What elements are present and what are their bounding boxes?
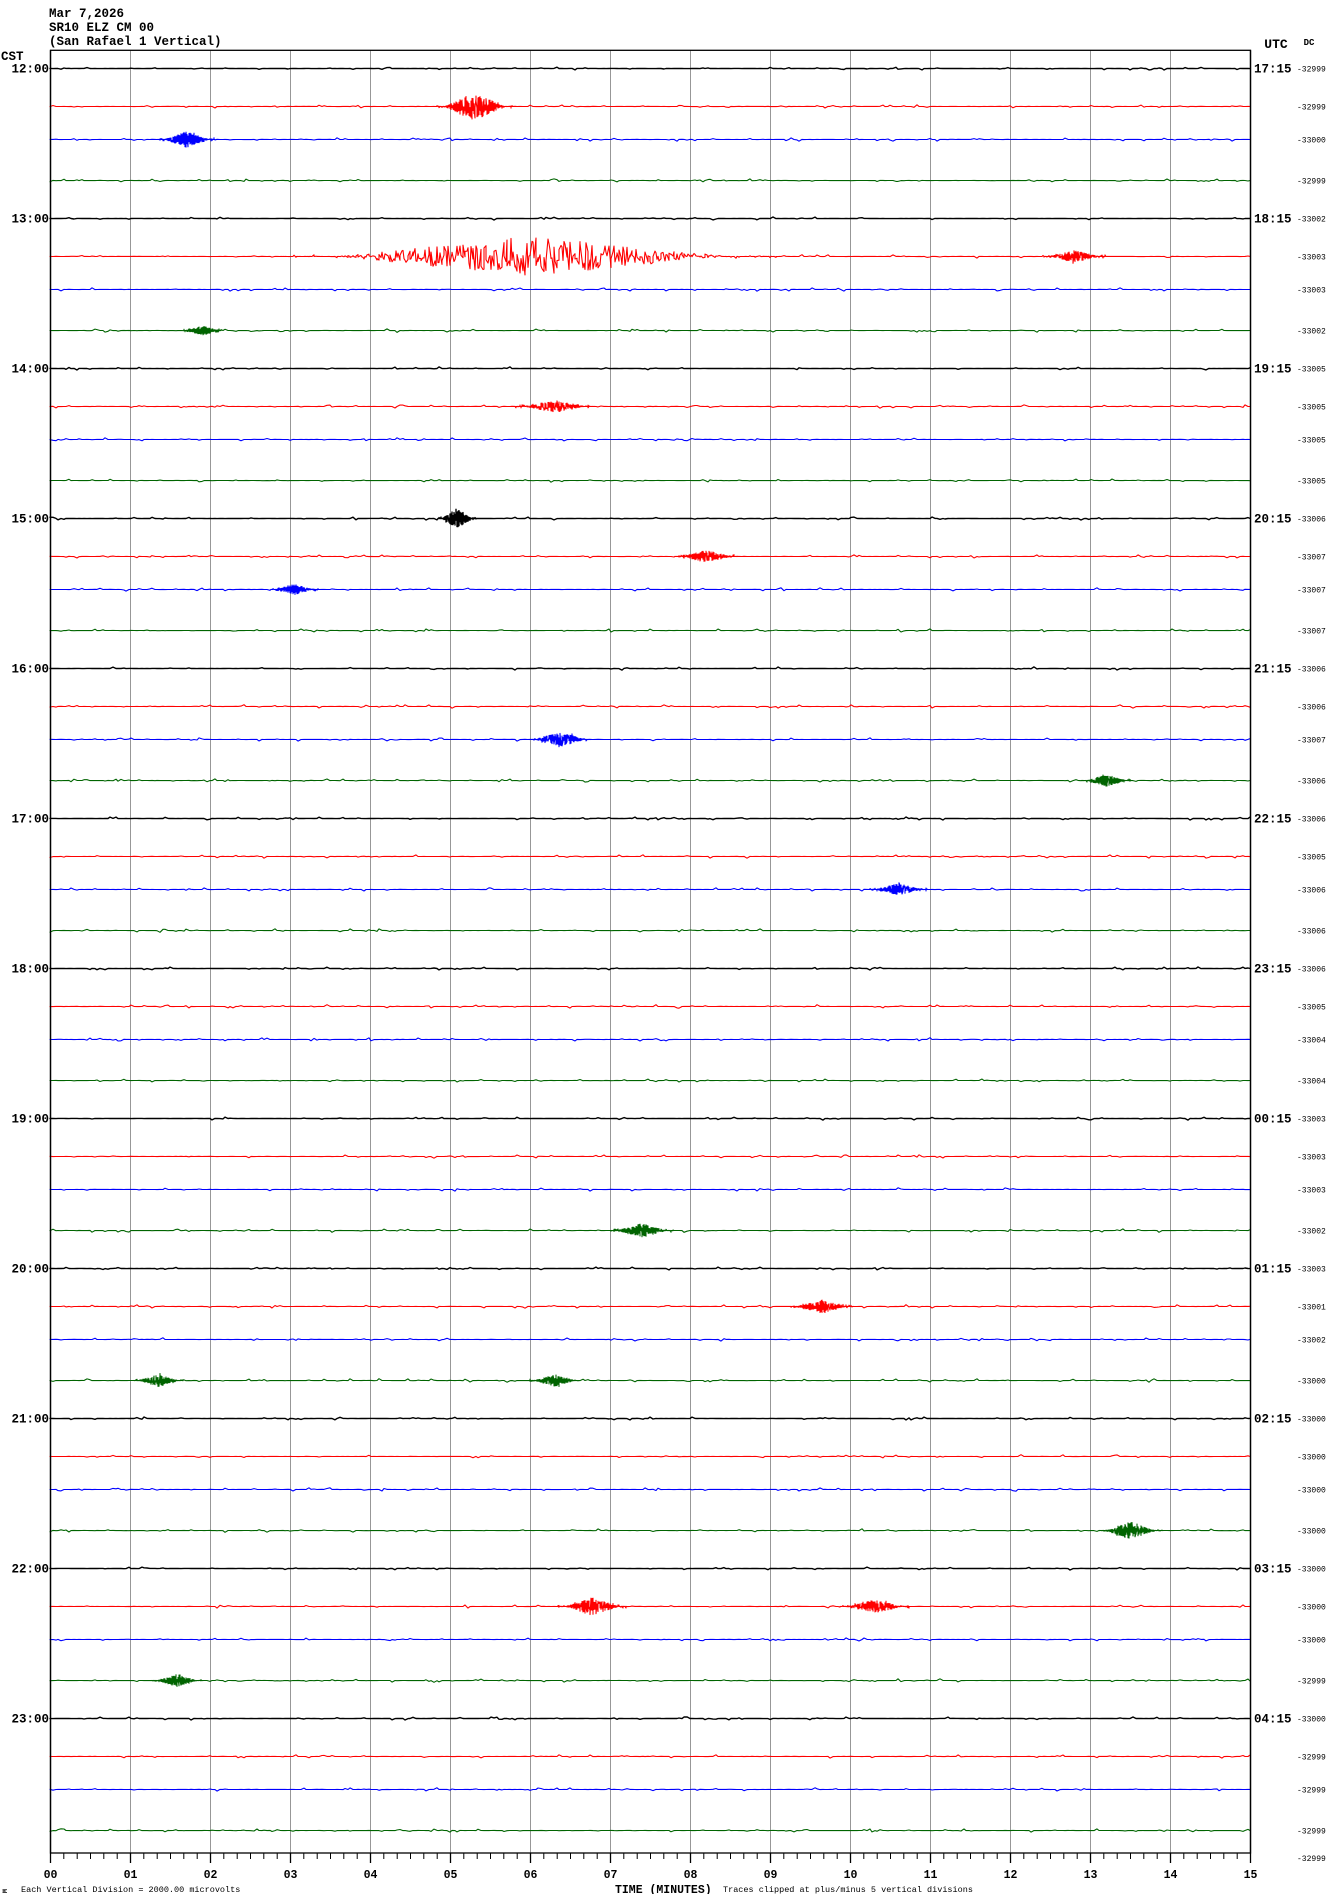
svg-text:-32999: -32999 [1297,1787,1326,1796]
svg-text:-33003: -33003 [1297,1266,1326,1275]
svg-text:UTC: UTC [1264,37,1288,52]
svg-text:20:00: 20:00 [11,1263,49,1277]
svg-text:16:00: 16:00 [11,663,49,677]
svg-text:12: 12 [1004,1869,1018,1882]
svg-text:-33000: -33000 [1297,1416,1326,1425]
svg-text:20:15: 20:15 [1254,513,1292,527]
svg-text:-32999: -32999 [1297,104,1326,113]
svg-text:12:00: 12:00 [11,63,49,77]
svg-text:-33006: -33006 [1297,816,1326,825]
svg-text:15:00: 15:00 [11,513,49,527]
svg-text:17:15: 17:15 [1254,63,1292,77]
svg-text:-33002: -33002 [1297,1228,1326,1237]
svg-text:-33007: -33007 [1297,737,1326,746]
svg-text:21:15: 21:15 [1254,663,1292,677]
svg-text:-33006: -33006 [1297,666,1326,675]
svg-text:06: 06 [524,1869,538,1882]
svg-text:03: 03 [284,1869,298,1882]
svg-text:00: 00 [44,1869,58,1882]
svg-text:07: 07 [604,1869,618,1882]
svg-text:04:15: 04:15 [1254,1713,1292,1727]
svg-text:-33007: -33007 [1297,554,1326,563]
svg-text:TIME (MINUTES): TIME (MINUTES) [615,1884,712,1894]
svg-text:00:15: 00:15 [1254,1113,1292,1127]
svg-text:19:15: 19:15 [1254,363,1292,377]
svg-text:02: 02 [204,1869,218,1882]
svg-text:-33000: -33000 [1297,1378,1326,1387]
svg-text:-32999: -32999 [1297,1754,1326,1763]
svg-text:-33006: -33006 [1297,704,1326,713]
svg-text:22:00: 22:00 [11,1563,49,1577]
svg-text:18:00: 18:00 [11,963,49,977]
svg-text:13:00: 13:00 [11,213,49,227]
svg-text:-33000: -33000 [1297,1716,1326,1725]
svg-text:-33005: -33005 [1297,366,1326,375]
svg-text:-33007: -33007 [1297,587,1326,596]
svg-text:-33000: -33000 [1297,1604,1326,1613]
svg-text:18:15: 18:15 [1254,213,1292,227]
svg-text:-32999: -32999 [1297,178,1326,187]
svg-text:01: 01 [124,1869,138,1882]
svg-text:-33005: -33005 [1297,854,1326,863]
svg-text:-32999: -32999 [1297,1828,1326,1837]
svg-text:10: 10 [844,1869,858,1882]
svg-text:22:15: 22:15 [1254,813,1292,827]
svg-text:17:00: 17:00 [11,813,49,827]
svg-text:04: 04 [364,1869,378,1882]
svg-text:11: 11 [924,1869,938,1882]
svg-text:-33002: -33002 [1297,1337,1326,1346]
svg-text:-33000: -33000 [1297,1487,1326,1496]
svg-text:Mar 7,2026: Mar 7,2026 [49,7,124,21]
svg-text:21:00: 21:00 [11,1413,49,1427]
svg-text:-33000: -33000 [1297,136,1326,145]
svg-text:-33000: -33000 [1297,1528,1326,1537]
svg-text:-33006: -33006 [1297,778,1326,787]
svg-text:(San Rafael 1 Vertical): (San Rafael 1 Vertical) [49,35,222,49]
svg-text:05: 05 [444,1869,458,1882]
svg-text:M: M [2,1889,9,1893]
svg-text:02:15: 02:15 [1254,1413,1292,1427]
svg-text:19:00: 19:00 [11,1113,49,1127]
svg-text:DC: DC [1304,38,1315,48]
svg-text:-33002: -33002 [1297,216,1326,225]
svg-text:-33006: -33006 [1297,966,1326,975]
svg-text:-33006: -33006 [1297,887,1326,896]
svg-text:-33003: -33003 [1297,1116,1326,1125]
svg-text:-33007: -33007 [1297,628,1326,637]
svg-text:13: 13 [1084,1869,1098,1882]
svg-text:-32999: -32999 [1297,1678,1326,1687]
svg-text:14: 14 [1164,1869,1178,1882]
svg-text:-33005: -33005 [1297,436,1326,445]
svg-text:-33005: -33005 [1297,403,1326,412]
svg-text:-33003: -33003 [1297,1154,1326,1163]
svg-text:-33005: -33005 [1297,478,1326,487]
svg-text:SR10 ELZ CM 00: SR10 ELZ CM 00 [49,21,154,35]
svg-text:-33005: -33005 [1297,1004,1326,1013]
svg-text:03:15: 03:15 [1254,1563,1292,1577]
svg-text:09: 09 [764,1869,778,1882]
svg-text:-33000: -33000 [1297,1637,1326,1646]
svg-text:23:00: 23:00 [11,1713,49,1727]
svg-text:14:00: 14:00 [11,363,49,377]
svg-text:-33003: -33003 [1297,253,1326,262]
svg-text:-33006: -33006 [1297,928,1326,937]
svg-text:-33004: -33004 [1297,1037,1326,1046]
svg-text:-33000: -33000 [1297,1454,1326,1463]
svg-text:Each Vertical Division = 2000.: Each Vertical Division = 2000.00 microvo… [21,1885,240,1894]
svg-text:23:15: 23:15 [1254,963,1292,977]
svg-text:-33006: -33006 [1297,516,1326,525]
svg-text:-32999: -32999 [1297,66,1326,75]
svg-text:-33003: -33003 [1297,1187,1326,1196]
svg-text:-33003: -33003 [1297,286,1326,295]
svg-text:01:15: 01:15 [1254,1263,1292,1277]
svg-text:08: 08 [684,1869,698,1882]
svg-text:-32999: -32999 [1297,1855,1326,1864]
svg-text:-33004: -33004 [1297,1078,1326,1087]
svg-text:-33000: -33000 [1297,1566,1326,1575]
svg-text:-33001: -33001 [1297,1304,1326,1313]
svg-text:Traces clipped at plus/minus 5: Traces clipped at plus/minus 5 vertical … [723,1885,973,1894]
svg-text:15: 15 [1244,1869,1258,1882]
svg-text:-33002: -33002 [1297,328,1326,337]
